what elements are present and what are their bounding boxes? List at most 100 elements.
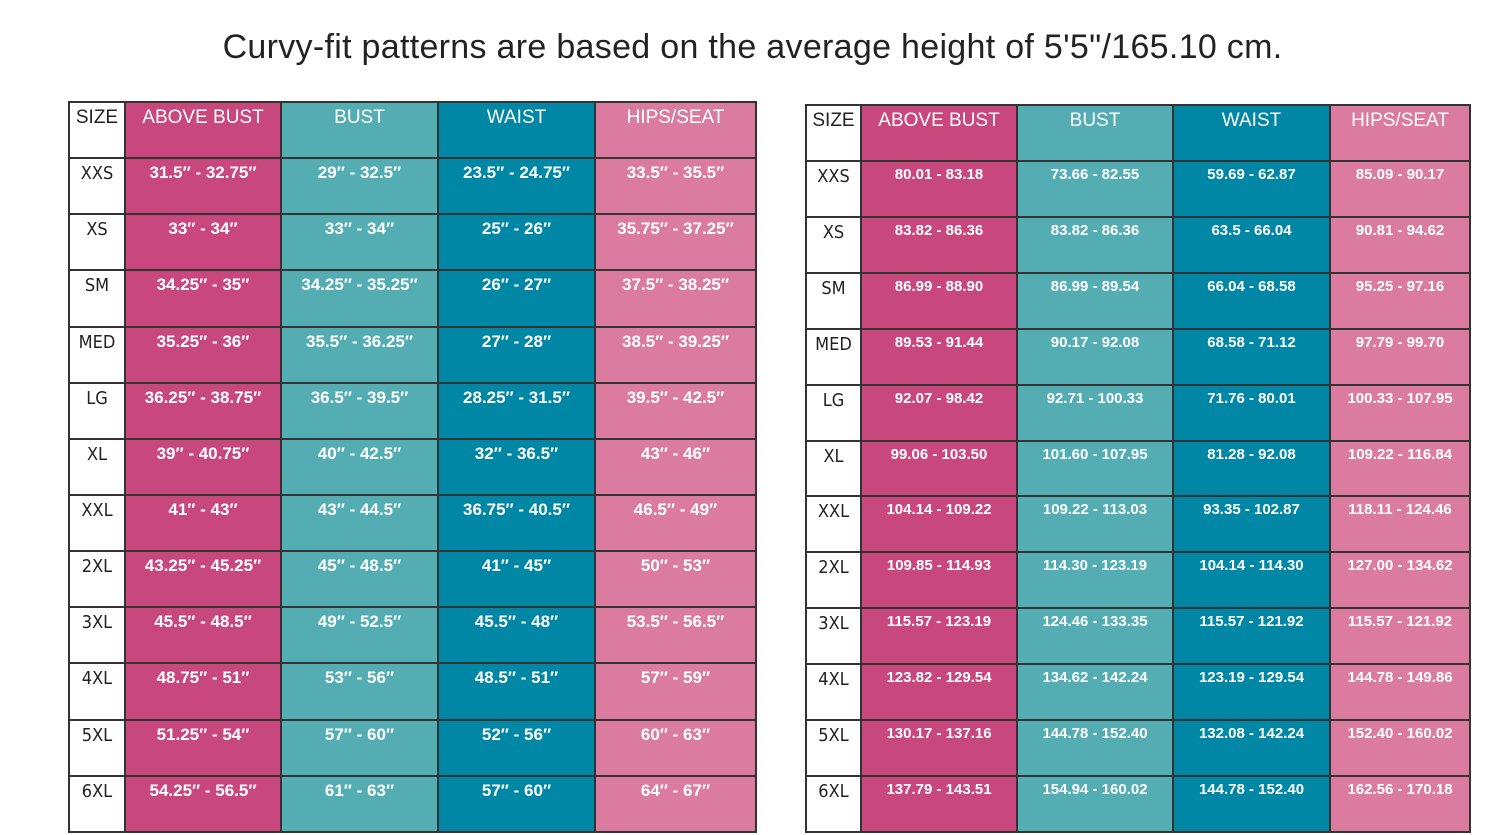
cell-waist: 57″ - 60″ <box>437 774 596 834</box>
cell-bust: 83.82 - 86.36 <box>1016 215 1174 274</box>
cell-hips-seat: 118.11 - 124.46 <box>1329 495 1471 554</box>
cell-above-bust: 123.82 - 129.54 <box>860 663 1018 722</box>
table-row: MED 35.25″ - 36″ 35.5″ - 36.25″ 27″ - 28″ 38… <box>68 325 757 384</box>
cell-waist: 104.14 - 114.30 <box>1172 551 1331 610</box>
cell-above-bust: 51.25″ - 54″ <box>124 718 282 777</box>
cell-above-bust: 99.06 - 103.50 <box>860 439 1018 498</box>
header-above-bust: ABOVE BUST <box>124 100 282 160</box>
cell-above-bust: 36.25″ - 38.75″ <box>124 381 282 440</box>
cell-bust: 90.17 - 92.08 <box>1016 327 1174 386</box>
cell-hips-seat: 37.5″ - 38.25″ <box>594 269 757 328</box>
cell-waist: 81.28 - 92.08 <box>1172 439 1331 498</box>
cell-hips-seat: 53.5″ - 56.5″ <box>594 606 757 665</box>
cell-hips-seat: 95.25 - 97.16 <box>1329 271 1471 330</box>
cell-waist: 25″ - 26″ <box>437 213 596 272</box>
cell-above-bust: 43.25″ - 45.25″ <box>124 550 282 609</box>
cell-hips-seat: 152.40 - 160.02 <box>1329 719 1471 778</box>
table-row: XL 99.06 - 103.50 101.60 - 107.95 81.28 - 9… <box>805 439 1471 498</box>
table-row: 2XL 43.25″ - 45.25″ 45″ - 48.5″ 41″ - 45″ 50… <box>68 550 757 609</box>
cell-hips-seat: 60″ - 63″ <box>594 718 757 777</box>
table-row: XXS 31.5″ - 32.75″ 29″ - 32.5″ 23.5″ - 24.7… <box>68 157 757 216</box>
header-size: SIZE <box>68 100 126 160</box>
cell-size: 3XL <box>805 607 862 666</box>
table-row: 4XL 123.82 - 129.54 134.62 - 142.24 123.19 … <box>805 663 1471 722</box>
cell-hips-seat: 33.5″ - 35.5″ <box>594 157 757 216</box>
table-row: XS 33″ - 34″ 33″ - 34″ 25″ - 26″ 35.75″ - 37… <box>68 213 757 272</box>
cell-hips-seat: 162.56 - 170.18 <box>1329 775 1471 833</box>
cell-size: 4XL <box>68 662 126 721</box>
cell-size: LG <box>68 381 126 440</box>
table-row: LG 92.07 - 98.42 92.71 - 100.33 71.76 - 80.… <box>805 383 1471 442</box>
cell-bust: 134.62 - 142.24 <box>1016 663 1174 722</box>
cell-waist: 93.35 - 102.87 <box>1172 495 1331 554</box>
table-row: 2XL 109.85 - 114.93 114.30 - 123.19 104.14 … <box>805 551 1471 610</box>
cell-size: SM <box>805 271 862 330</box>
table-row: 3XL 115.57 - 123.19 124.46 - 133.35 115.57 … <box>805 607 1471 666</box>
table-row: XXL 41″ - 43″ 43″ - 44.5″ 36.75″ - 40.5″ 46.… <box>68 493 757 553</box>
cell-waist: 68.58 - 71.12 <box>1172 327 1331 386</box>
cell-bust: 57″ - 60″ <box>280 718 439 777</box>
cell-above-bust: 92.07 - 98.42 <box>860 383 1018 442</box>
cell-bust: 35.5″ - 36.25″ <box>280 325 439 384</box>
cell-hips-seat: 39.5″ - 42.5″ <box>594 381 757 440</box>
cell-bust: 114.30 - 123.19 <box>1016 551 1174 610</box>
header-above-bust: ABOVE BUST <box>860 104 1018 162</box>
cell-hips-seat: 64″ - 67″ <box>594 774 757 834</box>
cell-hips-seat: 50″ - 53″ <box>594 550 757 609</box>
cell-above-bust: 86.99 - 88.90 <box>860 271 1018 330</box>
cell-waist: 48.5″ - 51″ <box>437 662 596 721</box>
cell-size: MED <box>68 325 126 384</box>
header-row: SIZE ABOVE BUST BUST WAIST HIPS/SEAT <box>68 100 757 160</box>
cell-waist: 28.25″ - 31.5″ <box>437 381 596 440</box>
table-row: 6XL 54.25″ - 56.5″ 61″ - 63″ 57″ - 60″ 64″ -… <box>68 774 757 834</box>
size-chart-inches: SIZE ABOVE BUST BUST WAIST HIPS/SEAT XXS 31.5″… <box>68 100 757 834</box>
cell-above-bust: 83.82 - 86.36 <box>860 215 1018 274</box>
cell-bust: 144.78 - 152.40 <box>1016 719 1174 778</box>
cell-hips-seat: 57″ - 59″ <box>594 662 757 721</box>
cell-size: 2XL <box>68 550 126 609</box>
cell-hips-seat: 38.5″ - 39.25″ <box>594 325 757 384</box>
cell-bust: 86.99 - 89.54 <box>1016 271 1174 330</box>
header-bust: BUST <box>1016 104 1174 162</box>
cell-bust: 53″ - 56″ <box>280 662 439 721</box>
cell-bust: 36.5″ - 39.5″ <box>280 381 439 440</box>
cell-hips-seat: 100.33 - 107.95 <box>1329 383 1471 442</box>
cell-above-bust: 89.53 - 91.44 <box>860 327 1018 386</box>
header-bust: BUST <box>280 100 439 160</box>
cell-size: XL <box>68 437 126 496</box>
cell-hips-seat: 144.78 - 149.86 <box>1329 663 1471 722</box>
table-row: XXS 80.01 - 83.18 73.66 - 82.55 59.69 - 62.… <box>805 159 1471 218</box>
cell-size: XL <box>805 439 862 498</box>
page-title: Curvy-fit patterns are based on the aver… <box>222 28 1283 66</box>
cell-waist: 23.5″ - 24.75″ <box>437 157 596 216</box>
cell-bust: 92.71 - 100.33 <box>1016 383 1174 442</box>
cell-waist: 27″ - 28″ <box>437 325 596 384</box>
cell-size: 6XL <box>805 775 862 833</box>
cell-waist: 59.69 - 62.87 <box>1172 159 1331 218</box>
cell-above-bust: 48.75″ - 51″ <box>124 662 282 721</box>
cell-above-bust: 130.17 - 137.16 <box>860 719 1018 778</box>
cell-bust: 29″ - 32.5″ <box>280 157 439 216</box>
cell-above-bust: 39″ - 40.75″ <box>124 437 282 496</box>
cell-above-bust: 109.85 - 114.93 <box>860 551 1018 610</box>
cell-waist: 144.78 - 152.40 <box>1172 775 1331 833</box>
cell-waist: 63.5 - 66.04 <box>1172 215 1331 274</box>
cell-above-bust: 104.14 - 109.22 <box>860 495 1018 554</box>
table-row: XL 39″ - 40.75″ 40″ - 42.5″ 32″ - 36.5″ 43″ … <box>68 437 757 496</box>
cell-bust: 49″ - 52.5″ <box>280 606 439 665</box>
cell-size: 6XL <box>68 774 126 834</box>
header-size: SIZE <box>805 104 862 162</box>
cell-above-bust: 45.5″ - 48.5″ <box>124 606 282 665</box>
cell-size: XXL <box>805 495 862 554</box>
cell-size: 5XL <box>68 718 126 777</box>
cell-hips-seat: 90.81 - 94.62 <box>1329 215 1471 274</box>
cell-above-bust: 54.25″ - 56.5″ <box>124 774 282 834</box>
cell-above-bust: 35.25″ - 36″ <box>124 325 282 384</box>
header-hips-seat: HIPS/SEAT <box>594 100 757 160</box>
table-row: 5XL 51.25″ - 54″ 57″ - 60″ 52″ - 56″ 60″ - 6… <box>68 718 757 777</box>
cell-size: 2XL <box>805 551 862 610</box>
cell-bust: 73.66 - 82.55 <box>1016 159 1174 218</box>
table-row: XXL 104.14 - 109.22 109.22 - 113.03 93.35 -… <box>805 495 1471 554</box>
header-row: SIZE ABOVE BUST BUST WAIST HIPS/SEAT <box>805 104 1471 162</box>
cell-above-bust: 41″ - 43″ <box>124 493 282 553</box>
